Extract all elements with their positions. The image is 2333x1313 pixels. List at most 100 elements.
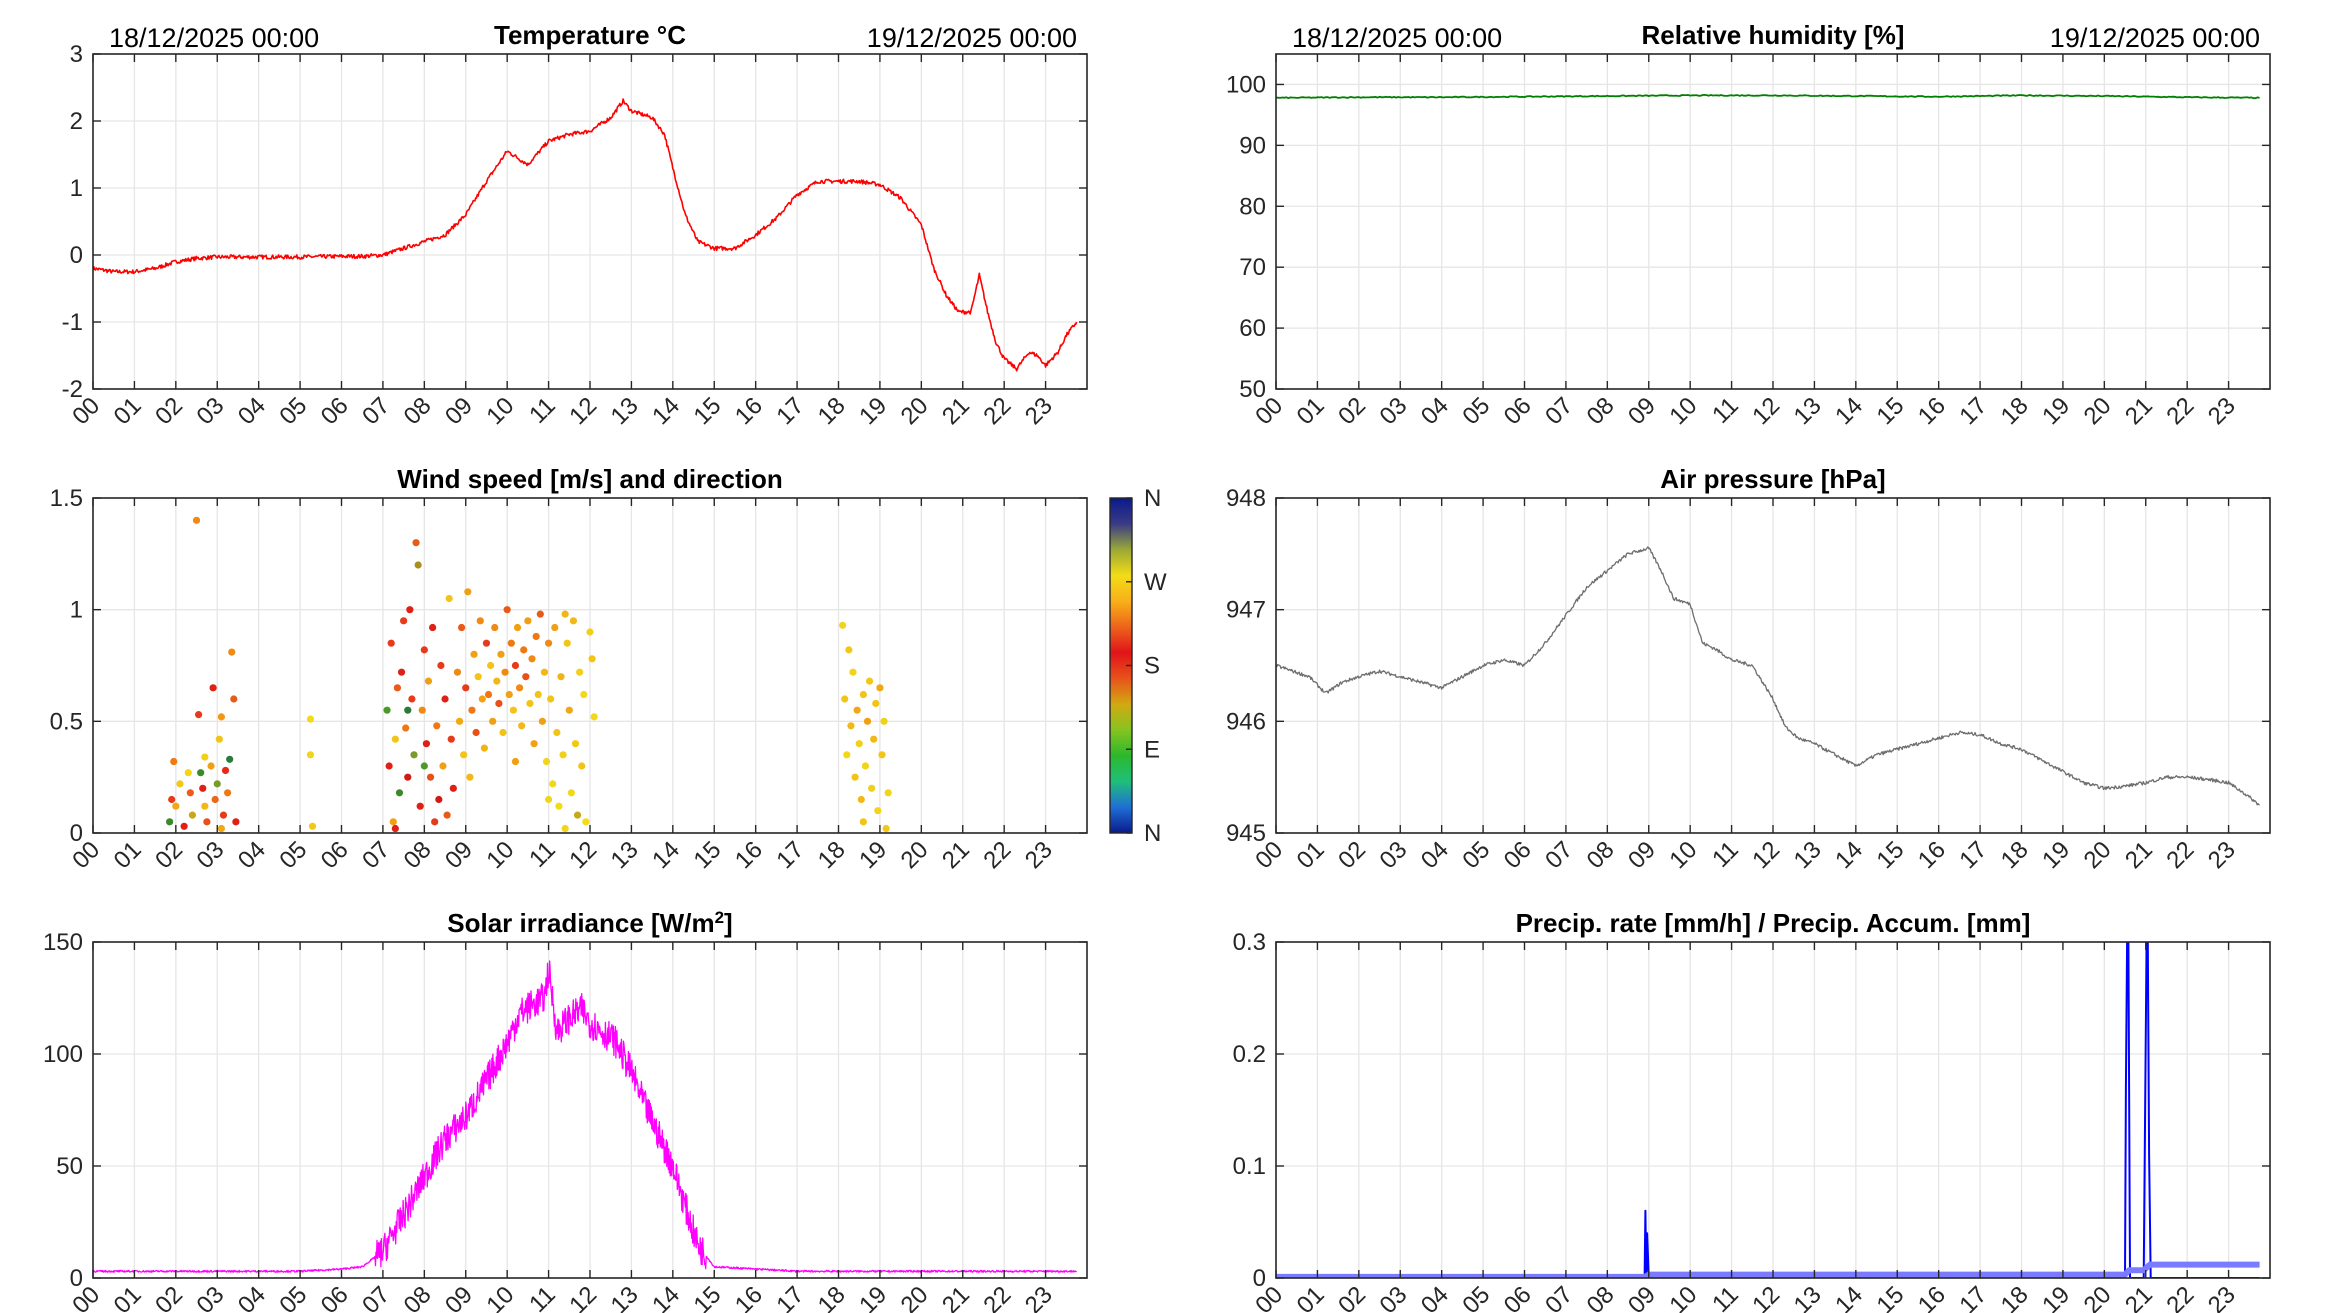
x-tick-label: 05 <box>274 836 312 874</box>
chart-title-main: Solar irradiance [W/m <box>447 908 714 938</box>
y-tick-label: 80 <box>1239 193 1266 220</box>
y-tick-label: 1 <box>70 597 83 624</box>
x-tick-label: 04 <box>1416 836 1454 874</box>
wind-point <box>857 795 865 804</box>
x-tick-label: 22 <box>2161 392 2199 430</box>
wind-point <box>391 735 399 743</box>
x-tick-label: 19 <box>2037 836 2075 874</box>
x-tick-label: 23 <box>2203 392 2241 430</box>
x-tick-label: 09 <box>440 392 478 430</box>
colorbar-label: N <box>1144 820 1161 847</box>
wind-point <box>199 784 207 792</box>
precip-series-precip-accum- <box>1276 1261 2260 1278</box>
x-tick-label: 14 <box>1830 1281 1868 1313</box>
wind-point <box>393 684 402 692</box>
date-end: 19/12/2025 00:00 <box>2050 23 2260 53</box>
wind-point <box>505 690 513 699</box>
wind-point <box>586 628 594 636</box>
x-tick-label: 19 <box>854 392 892 430</box>
wind-point <box>542 757 551 766</box>
x-tick-label: 15 <box>689 836 727 874</box>
x-tick-label: 02 <box>1333 836 1371 874</box>
wind-point <box>491 623 499 632</box>
x-tick-label: 06 <box>1499 392 1537 430</box>
x-tick-label: 07 <box>357 1281 395 1313</box>
x-tick-label: 10 <box>481 836 519 874</box>
wind-point <box>580 690 588 699</box>
x-tick-label: 13 <box>606 1281 644 1313</box>
x-tick-label: 07 <box>1540 392 1578 430</box>
wind-point <box>876 684 884 692</box>
wind-point <box>571 740 580 748</box>
y-tick-label: 948 <box>1226 485 1266 512</box>
wind-point <box>410 751 418 759</box>
x-tick-label: 10 <box>481 1281 519 1313</box>
x-tick-label: 09 <box>1623 836 1661 874</box>
wind-point <box>522 673 530 681</box>
x-tick-label: 11 <box>524 392 561 429</box>
wind-point <box>416 802 424 810</box>
wind-point <box>306 751 315 759</box>
chart-title-tail: ] <box>724 908 733 938</box>
wind-point <box>843 751 851 759</box>
y-tick-label: -1 <box>62 309 83 336</box>
y-tick-label: 150 <box>43 929 83 956</box>
x-tick-label: 15 <box>1872 1281 1910 1313</box>
wind-point <box>576 668 584 676</box>
x-tick-label: 21 <box>2120 836 2158 874</box>
wind-point <box>213 780 221 788</box>
x-tick-label: 17 <box>1954 392 1992 430</box>
x-tick-label: 12 <box>1747 836 1785 874</box>
y-tick-label: 0 <box>70 242 83 269</box>
wind-point <box>868 784 876 792</box>
wind-point <box>221 766 230 775</box>
x-tick-label: 03 <box>1375 836 1413 874</box>
x-tick-label: 10 <box>1664 1281 1702 1313</box>
x-tick-label: 10 <box>1664 392 1702 430</box>
wind-point <box>420 646 428 654</box>
humidity-data <box>1276 94 2260 100</box>
x-tick-label: 13 <box>1789 836 1827 874</box>
y-tick-label: 50 <box>1239 376 1266 403</box>
solar-series-solar-irradiance <box>93 960 1078 1273</box>
wind-point <box>487 661 495 670</box>
x-tick-label: 11 <box>524 836 561 873</box>
wind-point <box>201 753 209 761</box>
y-tick-label: 946 <box>1226 708 1266 735</box>
wind-point <box>561 610 569 618</box>
x-tick-label: 13 <box>1789 1281 1827 1313</box>
x-tick-label: 01 <box>109 836 147 874</box>
x-tick-label: 23 <box>1020 1281 1058 1313</box>
wind-point <box>414 561 422 569</box>
x-tick-label: 21 <box>2120 392 2158 430</box>
x-tick-label: 16 <box>1913 1281 1951 1313</box>
wind-point <box>406 606 414 614</box>
x-tick-label: 02 <box>1333 1281 1371 1313</box>
date-start: 18/12/2025 00:00 <box>109 23 319 53</box>
x-tick-label: 15 <box>689 1281 727 1313</box>
x-tick-label: 16 <box>730 836 768 874</box>
x-tick-label: 20 <box>896 836 934 874</box>
wind-point <box>207 762 215 770</box>
x-tick-label: 15 <box>1872 392 1910 430</box>
wind-point <box>540 668 549 676</box>
wind-point <box>520 646 528 654</box>
wind-point <box>449 784 457 792</box>
wind-point <box>859 818 867 826</box>
y-tick-label: 947 <box>1226 597 1266 624</box>
x-tick-label: 12 <box>564 836 602 874</box>
x-tick-label: 07 <box>357 392 395 430</box>
x-tick-label: 19 <box>854 1281 892 1313</box>
wind-point <box>447 735 455 743</box>
x-tick-label: 13 <box>1789 392 1827 430</box>
y-tick-label: 100 <box>1226 71 1266 98</box>
x-tick-label: 17 <box>1954 836 1992 874</box>
x-tick-label: 22 <box>2161 1281 2199 1313</box>
wind-point <box>865 677 874 685</box>
x-tick-label: 08 <box>399 1281 437 1313</box>
y-tick-label: -2 <box>62 376 83 403</box>
x-tick-label: 01 <box>1292 836 1330 874</box>
chart-title: Wind speed [m/s] and direction <box>397 464 782 494</box>
wind-point <box>841 695 849 703</box>
